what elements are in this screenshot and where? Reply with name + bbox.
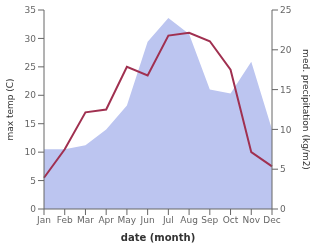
svg-text:15: 15 bbox=[25, 119, 36, 129]
svg-text:Apr: Apr bbox=[98, 215, 114, 225]
svg-text:Jun: Jun bbox=[140, 215, 155, 225]
svg-text:date (month): date (month) bbox=[121, 232, 195, 243]
svg-text:0: 0 bbox=[30, 204, 36, 214]
svg-text:15: 15 bbox=[280, 85, 291, 95]
svg-text:Nov: Nov bbox=[242, 215, 260, 225]
svg-text:5: 5 bbox=[280, 164, 286, 174]
svg-text:25: 25 bbox=[280, 5, 291, 15]
svg-text:20: 20 bbox=[25, 90, 37, 100]
svg-text:Jul: Jul bbox=[162, 215, 174, 225]
svg-text:10: 10 bbox=[25, 147, 37, 157]
svg-text:Sep: Sep bbox=[201, 215, 218, 225]
svg-text:Oct: Oct bbox=[223, 215, 239, 225]
svg-text:med. precipitation (kg/m2): med. precipitation (kg/m2) bbox=[301, 49, 310, 170]
svg-text:Mar: Mar bbox=[77, 215, 94, 225]
svg-text:0: 0 bbox=[280, 204, 286, 214]
svg-text:25: 25 bbox=[25, 62, 36, 72]
svg-text:May: May bbox=[118, 215, 137, 225]
svg-text:30: 30 bbox=[25, 34, 37, 44]
svg-text:35: 35 bbox=[25, 5, 36, 15]
svg-text:10: 10 bbox=[280, 125, 292, 135]
svg-text:Dec: Dec bbox=[263, 215, 280, 225]
svg-text:Jan: Jan bbox=[36, 215, 51, 225]
svg-text:20: 20 bbox=[280, 45, 292, 55]
svg-text:5: 5 bbox=[30, 176, 36, 186]
svg-text:Aug: Aug bbox=[180, 215, 198, 225]
svg-text:Feb: Feb bbox=[57, 215, 73, 225]
svg-text:max temp (C): max temp (C) bbox=[8, 78, 15, 140]
